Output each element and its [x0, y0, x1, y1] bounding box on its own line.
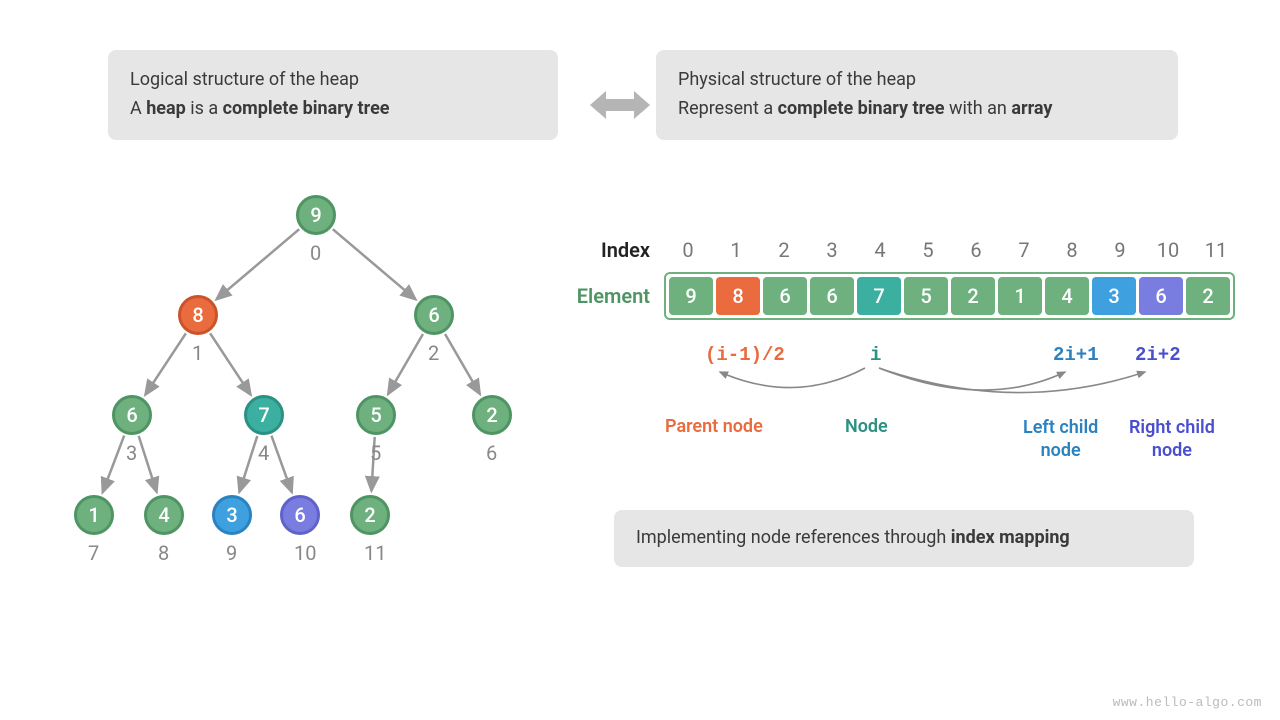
formula-arrows — [645, 360, 1245, 420]
tree-node: 1 — [74, 495, 114, 535]
index-row: Index 01234567891011 — [560, 238, 1240, 262]
array-cell: 7 — [857, 277, 901, 315]
tree-node: 3 — [212, 495, 252, 535]
tree-index-label: 9 — [226, 541, 237, 565]
index-label: Index — [560, 238, 650, 262]
tree-index-label: 8 — [158, 541, 169, 565]
tree-index-label: 0 — [310, 241, 321, 265]
index-mapping-box: Implementing node references through ind… — [614, 510, 1194, 567]
tree-index-label: 3 — [126, 441, 137, 465]
array-representation: Index 01234567891011 Element 98667521436… — [560, 238, 1240, 330]
heap-tree: 90816263745526174839610211 — [60, 175, 540, 655]
bidirectional-arrow-icon — [590, 85, 650, 125]
index-cell: 1 — [712, 238, 760, 262]
tree-index-label: 2 — [428, 341, 439, 365]
tree-node: 2 — [350, 495, 390, 535]
element-label: Element — [560, 284, 650, 308]
array-cell: 6 — [1139, 277, 1183, 315]
tree-node: 9 — [296, 195, 336, 235]
index-cell: 9 — [1096, 238, 1144, 262]
logical-structure-box: Logical structure of the heap A heap is … — [108, 50, 558, 140]
tree-node: 4 — [144, 495, 184, 535]
index-cell: 0 — [664, 238, 712, 262]
tree-node: 7 — [244, 395, 284, 435]
array-cell: 8 — [716, 277, 760, 315]
array-cell: 1 — [998, 277, 1042, 315]
box-line2: Represent a complete binary tree with an… — [678, 95, 1156, 124]
box-line1: Physical structure of the heap — [678, 66, 1156, 95]
tree-node: 6 — [112, 395, 152, 435]
index-cell: 8 — [1048, 238, 1096, 262]
parent-node-label: Parent node — [665, 416, 763, 437]
tree-node: 6 — [280, 495, 320, 535]
array-cell: 5 — [904, 277, 948, 315]
tree-index-label: 7 — [88, 541, 99, 565]
array-cell: 4 — [1045, 277, 1089, 315]
physical-structure-box: Physical structure of the heap Represent… — [656, 50, 1178, 140]
tree-index-label: 6 — [486, 441, 497, 465]
index-cell: 7 — [1000, 238, 1048, 262]
box-line2: A heap is a complete binary tree — [130, 95, 536, 124]
box-line1: Logical structure of the heap — [130, 66, 536, 95]
element-row: Element 986675214362 — [560, 272, 1240, 320]
tree-node: 6 — [414, 295, 454, 335]
node-label: Node — [845, 416, 888, 437]
tree-node: 2 — [472, 395, 512, 435]
tree-index-label: 11 — [364, 541, 386, 565]
left-child-label: Left child node — [1023, 416, 1098, 463]
array-cell: 2 — [1186, 277, 1230, 315]
tree-index-label: 5 — [370, 441, 381, 465]
index-cell: 5 — [904, 238, 952, 262]
array-cell: 6 — [763, 277, 807, 315]
index-cell: 2 — [760, 238, 808, 262]
tree-node: 5 — [356, 395, 396, 435]
tree-node: 8 — [178, 295, 218, 335]
index-cell: 6 — [952, 238, 1000, 262]
tree-index-label: 10 — [294, 541, 316, 565]
array-cell: 6 — [810, 277, 854, 315]
array-cells: 986675214362 — [664, 272, 1235, 320]
right-child-label: Right child node — [1129, 416, 1215, 463]
watermark: www.hello-algo.com — [1113, 695, 1262, 710]
array-cell: 2 — [951, 277, 995, 315]
index-cell: 4 — [856, 238, 904, 262]
index-cell: 10 — [1144, 238, 1192, 262]
array-cell: 9 — [669, 277, 713, 315]
index-cell: 3 — [808, 238, 856, 262]
array-cell: 3 — [1092, 277, 1136, 315]
index-cell: 11 — [1192, 238, 1240, 262]
tree-index-label: 4 — [258, 441, 269, 465]
tree-index-label: 1 — [192, 341, 203, 365]
